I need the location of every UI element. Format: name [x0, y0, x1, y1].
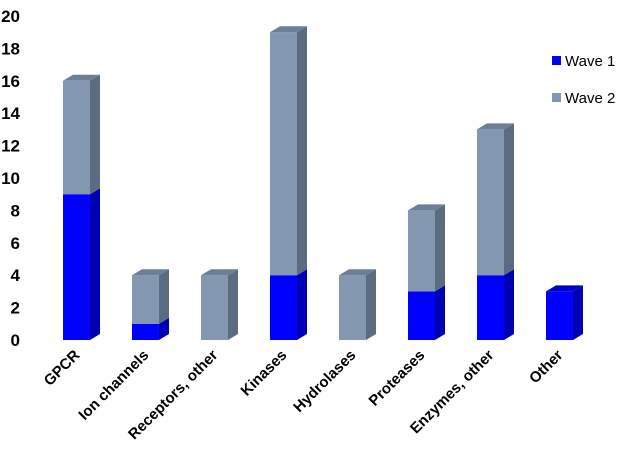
bar-front-wave-2: [132, 275, 159, 324]
bar-wave-1: [546, 285, 583, 340]
bar-front-wave-1: [63, 194, 90, 340]
bar-top-wave-2: [477, 123, 514, 130]
x-category-label: Proteases: [366, 347, 429, 410]
bar-top-wave-1: [546, 285, 583, 292]
bar-side-wave-2: [228, 269, 238, 340]
bar-wave-1: [270, 269, 307, 340]
bar-front-wave-1: [546, 291, 573, 340]
y-tick-label: 8: [11, 201, 20, 220]
y-tick-label: 16: [1, 72, 20, 91]
bar-side-wave-2: [159, 269, 169, 324]
bar-side-wave-1: [297, 269, 307, 340]
bar-wave-1: [132, 317, 169, 340]
x-category-label: Kinases: [238, 347, 291, 400]
bar-top-wave-2: [63, 74, 100, 81]
bar-wave-2: [339, 269, 376, 340]
y-tick-label: 0: [11, 331, 20, 350]
y-tick-label: 2: [11, 299, 20, 318]
bar-wave-2: [201, 269, 238, 340]
bar-front-wave-2: [408, 210, 435, 292]
x-category-label: Ion channels: [75, 347, 152, 424]
bars: [63, 26, 583, 340]
bar-wave-2: [477, 123, 514, 276]
legend-label: Wave 1: [565, 53, 615, 70]
legend-item: Wave 1: [552, 53, 615, 70]
bar-top-wave-2: [408, 204, 445, 211]
bar-front-wave-2: [477, 129, 504, 276]
y-tick-label: 4: [11, 266, 21, 285]
bar-front-wave-1: [477, 275, 504, 340]
bar-side-wave-1: [159, 317, 169, 340]
x-category-label: Hydrolases: [290, 347, 359, 416]
bar-wave-2: [270, 26, 307, 276]
bar-front-wave-1: [270, 275, 297, 340]
y-tick-label: 18: [1, 39, 20, 58]
bar-front-wave-1: [132, 323, 159, 340]
bar-side-wave-2: [366, 269, 376, 340]
bar-wave-2: [408, 204, 445, 292]
bar-side-wave-1: [90, 188, 100, 340]
bar-front-wave-2: [201, 275, 228, 340]
bar-front-wave-2: [339, 275, 366, 340]
bar-wave-1: [477, 269, 514, 340]
bar-front-wave-2: [270, 32, 297, 276]
y-tick-label: 14: [1, 104, 20, 123]
x-category-label: Other: [526, 347, 566, 387]
legend-swatch: [552, 56, 561, 65]
bar-top-wave-2: [132, 269, 169, 276]
x-category-label: GPCR: [41, 347, 84, 390]
bar-wave-1: [408, 285, 445, 340]
legend-label: Wave 2: [565, 90, 615, 107]
bar-side-wave-1: [573, 285, 583, 340]
y-tick-label: 6: [11, 234, 20, 253]
bar-front-wave-2: [63, 80, 90, 195]
bar-side-wave-2: [90, 74, 100, 195]
y-tick-label: 20: [1, 7, 20, 26]
bar-side-wave-1: [435, 285, 445, 340]
y-tick-label: 12: [1, 137, 20, 156]
bar-top-wave-2: [339, 269, 376, 276]
bar-wave-2: [63, 74, 100, 195]
y-tick-label: 10: [1, 169, 20, 188]
bar-side-wave-2: [297, 26, 307, 276]
bar-top-wave-2: [270, 26, 307, 33]
bar-side-wave-2: [435, 204, 445, 292]
bar-side-wave-1: [504, 269, 514, 340]
y-axis-tick-labels: 0 2 4 6 8 10 12 14 16 18 20: [1, 7, 20, 350]
legend-swatch: [552, 93, 561, 102]
bar-top-wave-2: [201, 269, 238, 276]
bar-wave-2: [132, 269, 169, 324]
bar-front-wave-1: [408, 291, 435, 340]
legend-item: Wave 2: [552, 90, 615, 107]
bar-wave-1: [63, 188, 100, 340]
legend: Wave 1 Wave 2: [552, 53, 615, 107]
bar-side-wave-2: [504, 123, 514, 276]
